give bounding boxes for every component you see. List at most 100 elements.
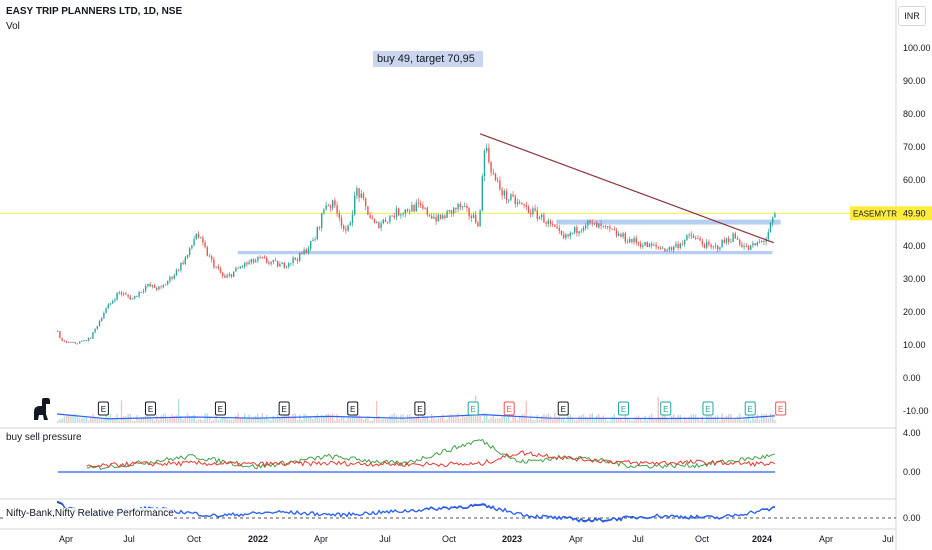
earnings-marker: E [503,401,515,416]
candle-body [129,296,131,300]
volume-bar [92,413,94,423]
volume-bar [633,419,635,423]
candle-body [325,205,327,210]
candle-body [481,176,483,211]
volume-bar [481,420,483,423]
candle-body [268,262,270,264]
candle-body [637,242,640,244]
volume-bar [540,416,543,423]
volume-bar [488,419,490,423]
volume-bar [151,419,153,423]
volume-bar [507,415,510,423]
candle-body [188,248,191,255]
volume-bar [422,413,424,423]
volume-bar [263,418,266,423]
volume-bar [202,420,204,423]
volume-bar [461,415,464,423]
candle-body [466,205,468,209]
candle-body [664,248,666,252]
volume-bar [158,420,160,423]
candle-body [688,234,690,236]
candle-body [303,249,305,255]
earnings-marker-box [702,401,714,416]
candle-body [147,284,149,286]
candle-body [292,257,294,263]
ticker-badge-text: EASEMYTRIP [853,209,905,218]
time-axis-label: 2022 [248,534,268,544]
candle-body [446,211,448,218]
candle-body [657,246,659,248]
pressure-indicator-label[interactable]: buy sell pressure [6,432,82,443]
volume-bar [241,417,244,423]
candle-body [763,241,765,242]
earnings-marker-label: E [417,405,422,414]
candle-body [512,194,514,197]
candle-body [241,266,244,268]
volume-bar [72,414,74,423]
candle-body [545,222,547,224]
volume-bar [668,419,670,423]
relative-indicator-label[interactable]: Nifty-Bank,Nifty Relative Performance [6,508,174,519]
price-badge-bg [897,206,932,221]
volume-bar [628,419,631,423]
volume-bar [303,413,305,423]
candle-body [164,284,167,286]
volume-bar [184,417,186,423]
volume-bar [177,398,180,423]
volume-bar [551,419,554,423]
candle-body [681,243,684,245]
candle-body [631,239,633,243]
volume-bar [637,415,640,423]
candle-body [554,224,556,227]
candle-body [644,242,646,246]
candle-body [760,241,763,242]
earnings-marker-label: E [101,405,106,414]
relative-axis-tick: 0.00 [903,513,921,523]
volume-bar [494,418,497,423]
volume-bar [743,418,745,423]
volume-bar [369,420,371,423]
volume-bar [279,417,281,423]
candle-body [769,222,772,233]
candle-body [725,238,728,243]
candle-body [56,331,59,332]
volume-bar [283,414,285,423]
volume-bar [281,416,283,423]
volume-bar [155,415,158,423]
volume-bar [367,415,369,423]
volume-bar [558,416,560,423]
candle-body [650,243,653,246]
volume-bar [173,416,175,423]
price-axis-tick: -10.00 [903,406,929,416]
candle-body [435,216,437,222]
volume-bar [298,414,301,423]
candle-body [683,239,686,245]
time-axis-label: Oct [695,534,710,544]
volume-bar [677,415,679,423]
price-axis-tick: 20.00 [903,307,926,317]
earnings-marker-box [144,401,156,416]
candle-body [395,208,398,218]
earnings-marker: E [775,401,787,416]
candle-body [752,243,754,246]
candle-body [708,241,710,245]
volume-bar [285,413,288,423]
candle-body [741,244,743,247]
candle-body [92,332,94,339]
candle-body [305,249,307,253]
volume-bar [774,420,776,423]
candle-body [710,244,712,248]
candle-body [558,228,560,231]
volume-bar [769,413,772,423]
volume-bar [309,416,312,423]
annotation-note[interactable]: buy 49, target 70,95 [373,51,483,67]
candle-body [624,233,626,242]
candle-body [122,293,125,295]
currency-selector[interactable]: INR [898,6,926,26]
time-axis-label: Oct [187,534,202,544]
candle-body [692,235,695,239]
volume-bar [208,416,211,423]
time-axis-label: Oct [442,534,457,544]
candle-body [217,266,219,269]
